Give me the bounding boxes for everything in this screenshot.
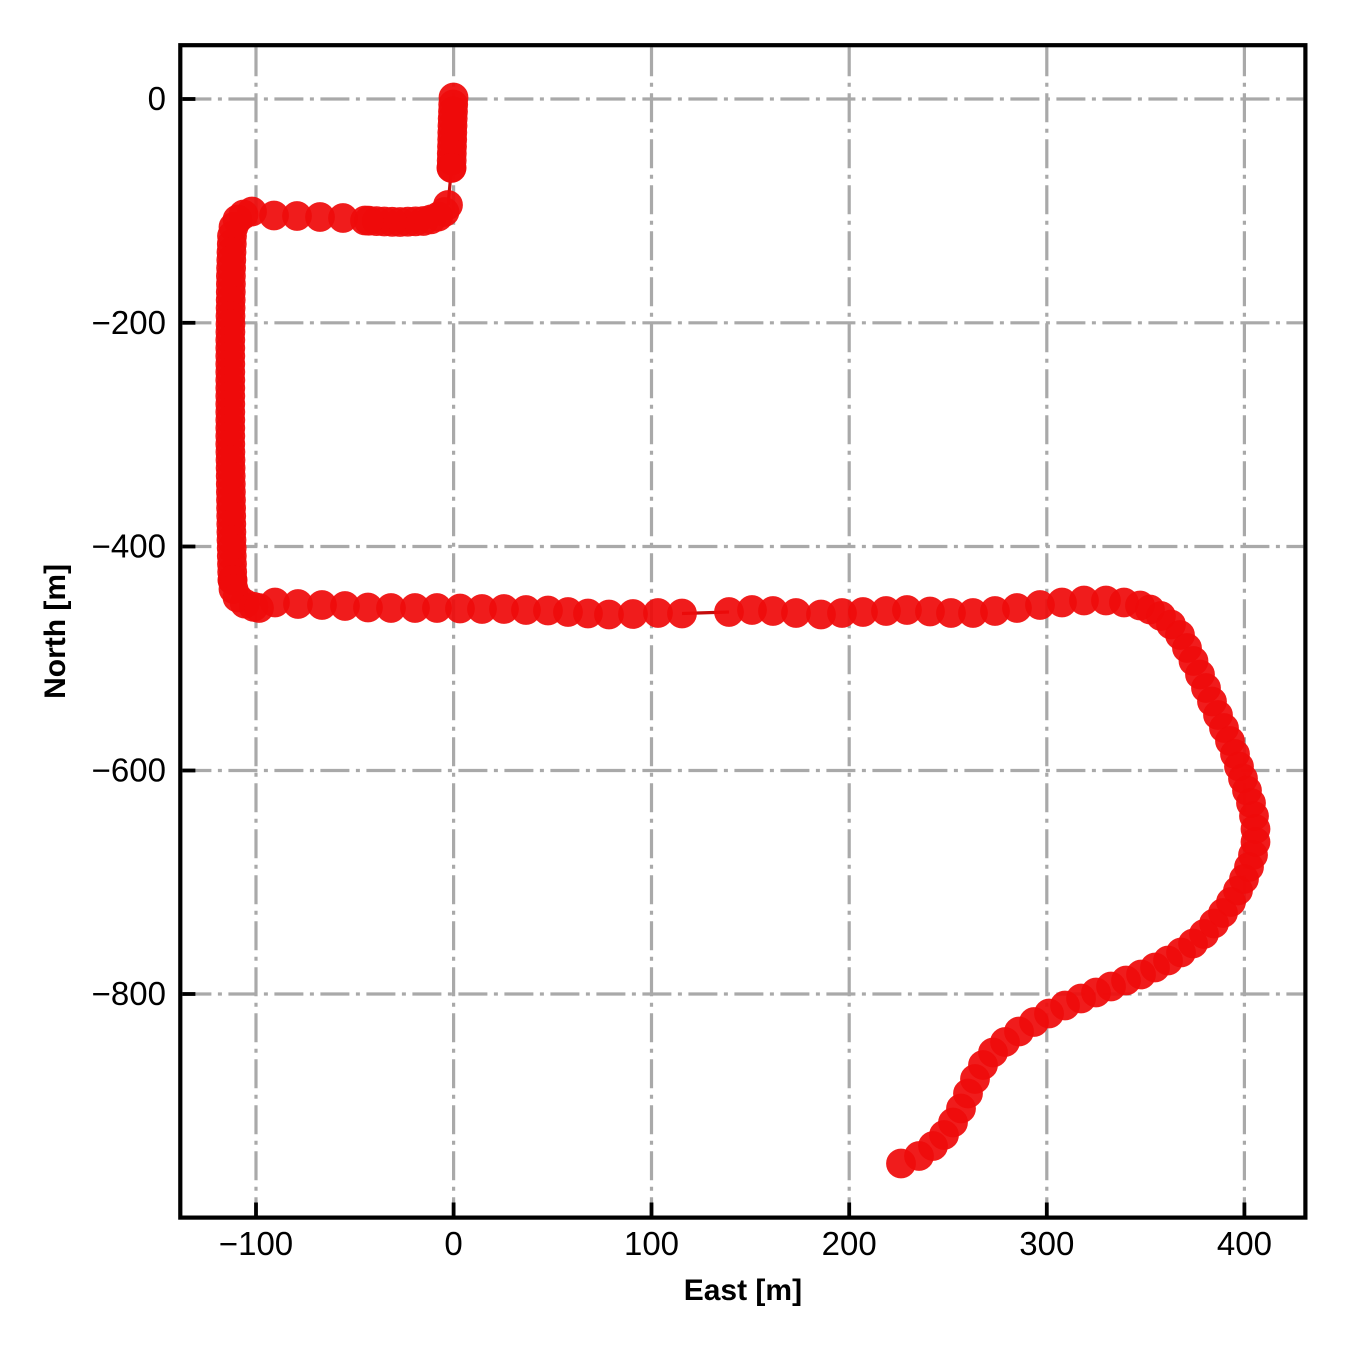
svg-text:−100: −100 xyxy=(219,1225,293,1262)
svg-text:300: 300 xyxy=(1019,1225,1074,1262)
svg-text:0: 0 xyxy=(444,1225,462,1262)
svg-text:−600: −600 xyxy=(92,752,166,789)
svg-text:400: 400 xyxy=(1217,1225,1272,1262)
svg-text:−200: −200 xyxy=(92,304,166,341)
svg-text:100: 100 xyxy=(624,1225,679,1262)
svg-text:East [m]: East [m] xyxy=(684,1274,802,1307)
svg-text:North [m]: North [m] xyxy=(39,564,72,699)
svg-text:−400: −400 xyxy=(92,528,166,565)
svg-text:0: 0 xyxy=(148,80,166,117)
svg-text:−800: −800 xyxy=(92,975,166,1012)
svg-text:200: 200 xyxy=(822,1225,877,1262)
